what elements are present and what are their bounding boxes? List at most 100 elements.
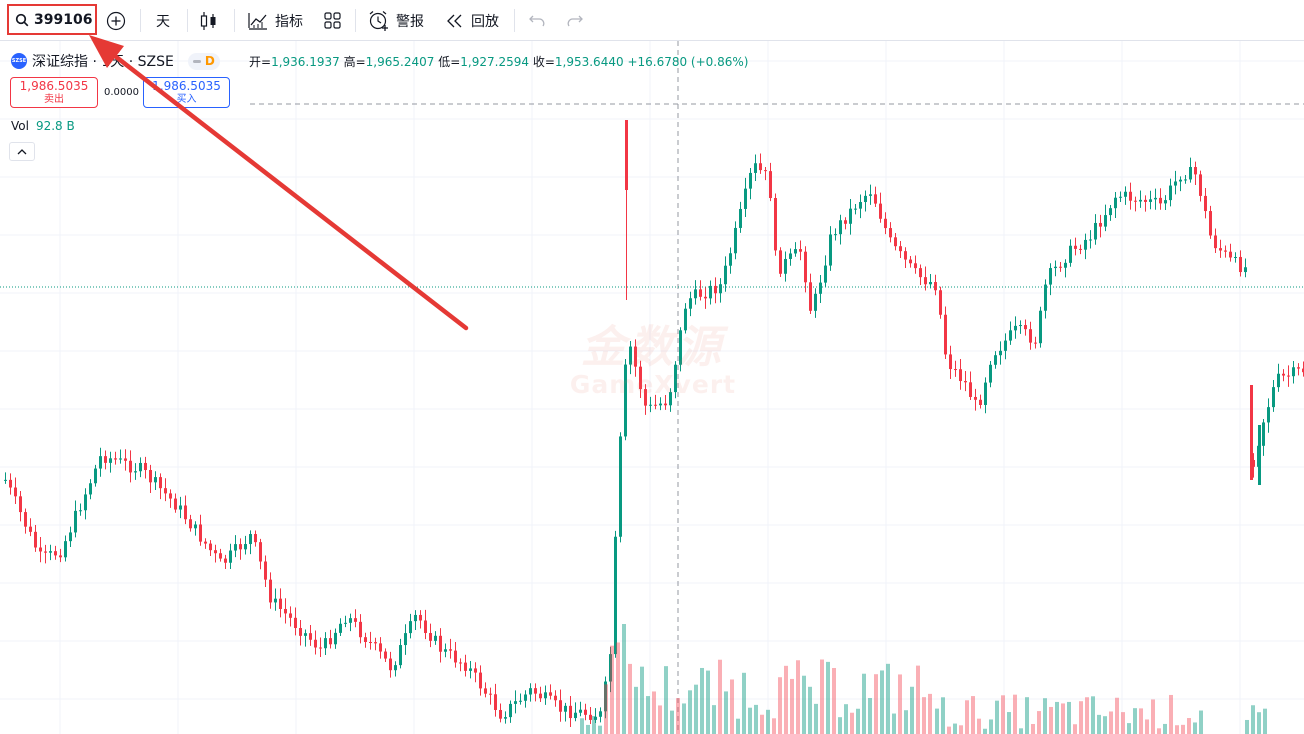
- layout-button[interactable]: [324, 0, 341, 41]
- candle-body: [1267, 407, 1270, 423]
- volume-bar: [676, 698, 680, 734]
- candle-body: [704, 296, 707, 299]
- candle-body: [484, 688, 487, 694]
- toolbar-divider: [234, 9, 235, 32]
- collapse-legend-button[interactable]: [9, 142, 35, 161]
- candle-body: [709, 285, 712, 299]
- sell-button[interactable]: 1,986.5035 卖出: [10, 77, 98, 108]
- candle-body: [264, 561, 267, 580]
- undo-button[interactable]: [529, 0, 545, 41]
- candle-body: [314, 639, 317, 648]
- market-status-badge[interactable]: D: [187, 52, 220, 70]
- candle-body: [1089, 239, 1092, 241]
- top-toolbar: 399106 天 指标 警报 回放: [0, 0, 1304, 41]
- candle-body: [514, 701, 517, 704]
- volume-bar: [586, 724, 590, 734]
- interval-button[interactable]: 天: [156, 0, 170, 41]
- candle-body: [679, 330, 682, 365]
- volume-bar: [868, 697, 872, 734]
- exchange-logo: SZSE: [11, 53, 27, 69]
- candle-body: [999, 350, 1002, 356]
- volume-bar: [1145, 719, 1149, 734]
- redo-button[interactable]: [567, 0, 583, 41]
- candle-body: [149, 470, 152, 483]
- price-chart[interactable]: [0, 41, 1304, 734]
- candle-body: [449, 649, 452, 651]
- candle-body: [834, 234, 837, 236]
- candle-body: [364, 637, 367, 643]
- volume-bar: [983, 728, 987, 734]
- candle-body: [719, 284, 722, 294]
- chart-type-button[interactable]: [200, 0, 218, 41]
- volume-bar: [646, 696, 650, 734]
- candle-body: [849, 208, 852, 224]
- candle-body: [154, 477, 157, 483]
- volume-bar: [910, 686, 914, 734]
- symbol-legend[interactable]: SZSE 深证综指 · 1天 · SZSE D: [11, 50, 220, 72]
- replay-button[interactable]: 回放: [446, 0, 499, 41]
- volume-bar: [730, 679, 734, 734]
- candle-body: [269, 579, 272, 603]
- volume-bar: [628, 663, 632, 734]
- candle-body: [664, 403, 667, 406]
- candle-body: [759, 163, 762, 171]
- volume-bar: [832, 668, 836, 734]
- indicators-button[interactable]: 指标: [248, 0, 303, 41]
- candle-body: [334, 632, 337, 645]
- buy-price: 1,986.5035: [152, 79, 221, 93]
- volume-bar: [784, 665, 788, 734]
- volume-bar: [922, 697, 926, 734]
- candle-body: [304, 633, 307, 636]
- volume-bar: [706, 670, 710, 734]
- volume-bar: [1097, 714, 1101, 734]
- add-symbol-button[interactable]: [106, 0, 126, 41]
- candle-body: [964, 381, 967, 383]
- volume-bar: [652, 691, 656, 734]
- search-icon: [15, 13, 29, 26]
- change-value: +16.6780 (+0.86%): [627, 55, 749, 69]
- volume-bar: [610, 645, 614, 734]
- volume-bar: [634, 686, 638, 734]
- toolbar-divider: [514, 9, 515, 32]
- candle-body: [479, 672, 482, 689]
- candle-body: [219, 553, 222, 559]
- candle-body: [1250, 385, 1253, 480]
- candle-body: [369, 642, 372, 644]
- candle-body: [954, 369, 957, 371]
- candle-body: [324, 638, 327, 649]
- badge-letter: D: [204, 54, 215, 68]
- volume-legend: Vol 92.8 B: [11, 119, 75, 133]
- volume-bar: [604, 684, 608, 734]
- low-label: 低=: [438, 55, 461, 69]
- candle-body: [69, 532, 72, 542]
- candle-body: [344, 622, 347, 624]
- volume-bar: [778, 677, 782, 734]
- volume-bar: [754, 704, 758, 734]
- candle-body: [1219, 248, 1222, 251]
- candle-body: [1004, 340, 1007, 351]
- volume-bar: [850, 712, 854, 734]
- volume-bar: [1073, 724, 1077, 734]
- candle-body: [959, 369, 962, 382]
- volume-bar: [844, 704, 848, 734]
- volume-bar: [886, 663, 890, 734]
- volume-bar: [1103, 716, 1107, 734]
- candle-body: [1064, 262, 1067, 268]
- volume-bar: [874, 674, 878, 734]
- candle-body: [359, 621, 362, 638]
- candle-body: [474, 668, 477, 673]
- candle-body: [919, 268, 922, 278]
- symbol-search-button[interactable]: 399106: [7, 4, 97, 35]
- toolbar-divider: [355, 9, 356, 32]
- volume-bar: [808, 686, 812, 734]
- candle-body: [1084, 239, 1087, 250]
- candle-body: [469, 668, 472, 671]
- candle-body: [684, 308, 687, 331]
- alert-button[interactable]: 警报: [368, 0, 424, 41]
- candle-body: [1292, 367, 1295, 377]
- buy-button[interactable]: 1,986.5035 买入: [143, 77, 230, 108]
- candle-body: [939, 290, 942, 315]
- volume-bar: [959, 725, 963, 734]
- candle-body: [929, 282, 932, 285]
- chevron-up-icon: [17, 148, 27, 154]
